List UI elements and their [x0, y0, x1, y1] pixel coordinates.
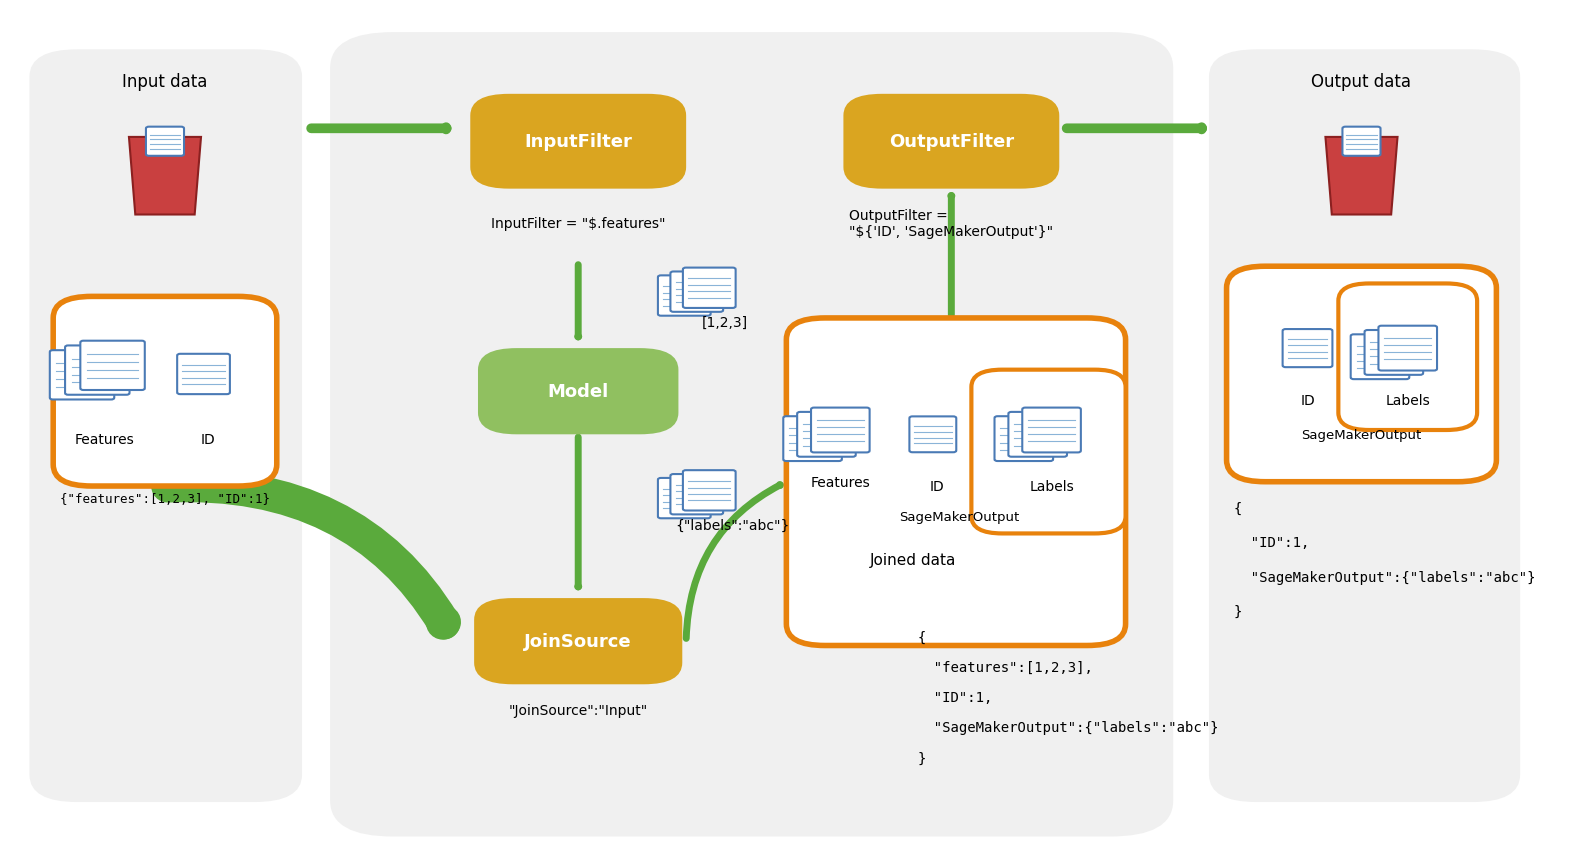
FancyBboxPatch shape — [787, 319, 1125, 646]
Text: "features":[1,2,3],: "features":[1,2,3], — [918, 660, 1093, 674]
FancyBboxPatch shape — [49, 350, 115, 400]
Text: Labels: Labels — [1385, 393, 1430, 407]
Text: Joined data: Joined data — [870, 552, 956, 567]
FancyBboxPatch shape — [843, 95, 1060, 189]
Text: ID: ID — [201, 432, 215, 446]
Text: OutputFilter: OutputFilter — [889, 133, 1013, 151]
FancyBboxPatch shape — [994, 417, 1053, 461]
Text: "JoinSource":"Input": "JoinSource":"Input" — [509, 703, 648, 717]
Polygon shape — [1325, 138, 1398, 215]
FancyBboxPatch shape — [1283, 330, 1333, 368]
Text: Labels: Labels — [1029, 480, 1074, 493]
FancyBboxPatch shape — [796, 412, 855, 457]
FancyBboxPatch shape — [670, 272, 723, 313]
Text: Features: Features — [811, 475, 870, 489]
Text: ID: ID — [1301, 393, 1315, 407]
FancyBboxPatch shape — [80, 341, 145, 391]
FancyBboxPatch shape — [1023, 408, 1080, 453]
FancyBboxPatch shape — [1365, 331, 1424, 375]
FancyBboxPatch shape — [658, 479, 710, 518]
Text: Model: Model — [547, 383, 608, 400]
Text: OutputFilter =
"${'ID', 'SageMakerOutput'}": OutputFilter = "${'ID', 'SageMakerOutput… — [849, 208, 1053, 239]
FancyBboxPatch shape — [1342, 127, 1381, 157]
Text: "SageMakerOutput":{"labels":"abc"}: "SageMakerOutput":{"labels":"abc"} — [918, 721, 1219, 734]
Text: {: { — [1234, 501, 1242, 515]
FancyBboxPatch shape — [65, 346, 129, 395]
FancyBboxPatch shape — [784, 417, 841, 461]
Text: InputFilter: InputFilter — [523, 133, 632, 151]
FancyBboxPatch shape — [972, 370, 1125, 534]
Text: "ID":1,: "ID":1, — [918, 691, 993, 704]
Text: "ID":1,: "ID":1, — [1234, 536, 1309, 549]
FancyBboxPatch shape — [471, 95, 686, 189]
Text: }: } — [1234, 604, 1242, 618]
FancyBboxPatch shape — [1227, 267, 1497, 482]
Text: }: } — [918, 751, 926, 765]
FancyBboxPatch shape — [910, 417, 956, 453]
FancyBboxPatch shape — [53, 297, 276, 486]
Text: SageMakerOutput: SageMakerOutput — [1301, 428, 1422, 442]
FancyBboxPatch shape — [683, 471, 736, 511]
Text: [1,2,3]: [1,2,3] — [702, 316, 749, 330]
Text: JoinSource: JoinSource — [525, 633, 632, 650]
Text: Input data: Input data — [123, 73, 207, 90]
Text: ID: ID — [930, 480, 945, 493]
Text: SageMakerOutput: SageMakerOutput — [899, 510, 1020, 523]
FancyBboxPatch shape — [477, 349, 678, 435]
FancyBboxPatch shape — [177, 355, 230, 394]
FancyBboxPatch shape — [683, 269, 736, 308]
FancyBboxPatch shape — [474, 598, 681, 684]
FancyBboxPatch shape — [1339, 284, 1478, 430]
FancyBboxPatch shape — [1350, 335, 1409, 380]
Text: Output data: Output data — [1312, 73, 1411, 90]
FancyBboxPatch shape — [1210, 52, 1519, 801]
Text: {"features":[1,2,3], "ID":1}: {"features":[1,2,3], "ID":1} — [61, 492, 270, 506]
FancyBboxPatch shape — [145, 127, 184, 157]
Text: "SageMakerOutput":{"labels":"abc"}: "SageMakerOutput":{"labels":"abc"} — [1234, 570, 1535, 584]
Text: Features: Features — [75, 432, 134, 446]
FancyBboxPatch shape — [1379, 326, 1436, 371]
Text: InputFilter = "$.features": InputFilter = "$.features" — [492, 217, 666, 231]
Text: {"labels":"abc"}: {"labels":"abc"} — [675, 518, 790, 532]
FancyBboxPatch shape — [811, 408, 870, 453]
Text: {: { — [918, 630, 926, 644]
FancyBboxPatch shape — [670, 474, 723, 515]
FancyBboxPatch shape — [30, 52, 300, 801]
Polygon shape — [129, 138, 201, 215]
FancyBboxPatch shape — [658, 276, 710, 316]
FancyBboxPatch shape — [332, 34, 1171, 835]
FancyBboxPatch shape — [1009, 412, 1068, 457]
